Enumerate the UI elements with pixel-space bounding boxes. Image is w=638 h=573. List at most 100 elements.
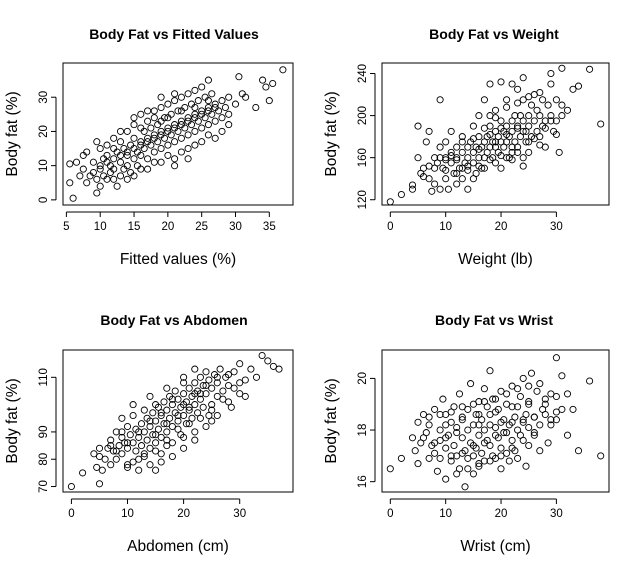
- data-point: [497, 164, 505, 172]
- data-point: [213, 411, 221, 420]
- data-point: [90, 450, 98, 458]
- data-point: [386, 465, 394, 473]
- data-point: [163, 428, 171, 436]
- data-point: [497, 387, 505, 395]
- data-point: [218, 114, 226, 122]
- data-point: [201, 114, 209, 122]
- data-point: [110, 175, 118, 183]
- data-point: [152, 431, 160, 439]
- data-point: [96, 182, 104, 190]
- data-point: [480, 426, 488, 434]
- data-point: [230, 368, 238, 376]
- data-point: [180, 433, 188, 441]
- data-point: [533, 387, 541, 395]
- data-point: [191, 379, 199, 387]
- chart-title: Body Fat vs Abdomen: [100, 312, 247, 328]
- data-point: [475, 460, 483, 468]
- data-point: [242, 93, 250, 101]
- data-point: [547, 117, 555, 125]
- data-point: [112, 428, 120, 436]
- data-point: [469, 400, 477, 408]
- data-point: [164, 100, 172, 108]
- data-point: [123, 463, 132, 471]
- data-point: [185, 384, 193, 392]
- data-point: [184, 90, 192, 98]
- data-point: [230, 384, 238, 392]
- data-point: [458, 413, 466, 421]
- data-point: [211, 103, 219, 112]
- data-point: [188, 414, 196, 422]
- data-point: [79, 151, 87, 159]
- data-point: [442, 421, 450, 429]
- data-point: [177, 107, 185, 115]
- data-point: [100, 155, 108, 163]
- data-point: [558, 112, 566, 120]
- data-point: [123, 439, 132, 447]
- data-points: [386, 64, 605, 206]
- y-axis-label: Body fat (%): [4, 91, 21, 176]
- data-point: [258, 351, 266, 360]
- data-point: [469, 452, 477, 460]
- data-point: [184, 144, 192, 153]
- data-point: [177, 117, 185, 125]
- data-point: [497, 78, 505, 86]
- data-point: [522, 138, 530, 146]
- data-point: [241, 376, 249, 384]
- data-point: [552, 130, 560, 139]
- data-point: [110, 134, 118, 142]
- data-point: [154, 425, 162, 433]
- data-point: [497, 452, 505, 460]
- data-point: [133, 162, 141, 170]
- data-point: [555, 148, 563, 156]
- data-point: [450, 169, 458, 177]
- x-tick-label: 25: [195, 221, 208, 233]
- data-point: [140, 428, 148, 436]
- data-point: [95, 444, 104, 452]
- data-point: [83, 148, 91, 156]
- data-point: [130, 172, 138, 180]
- data-point: [118, 450, 126, 458]
- data-point: [419, 173, 428, 181]
- data-point: [154, 403, 162, 411]
- data-point: [157, 450, 165, 458]
- data-point: [450, 441, 458, 450]
- data-point: [508, 418, 516, 426]
- data-point: [227, 403, 235, 411]
- data-point: [120, 144, 128, 153]
- data-point: [221, 103, 229, 112]
- data-point: [236, 379, 244, 387]
- data-point: [146, 417, 154, 425]
- x-tick-label: 20: [495, 221, 508, 233]
- data-point: [574, 82, 583, 90]
- data-point: [123, 151, 131, 159]
- data-point: [458, 175, 466, 183]
- data-point: [157, 131, 165, 139]
- data-point: [503, 390, 511, 398]
- x-axis-label: Weight (lb): [458, 251, 533, 268]
- data-point: [137, 141, 145, 149]
- data-point: [464, 465, 472, 473]
- data-point: [163, 436, 171, 444]
- data-point: [174, 425, 182, 433]
- data-point: [103, 158, 111, 166]
- data-point: [137, 124, 145, 132]
- data-point: [180, 401, 188, 409]
- data-point: [146, 392, 154, 400]
- data-point: [455, 390, 464, 398]
- data-point: [211, 100, 219, 108]
- data-point: [519, 127, 527, 135]
- data-point: [569, 85, 577, 93]
- data-point: [525, 423, 533, 432]
- data-point: [522, 462, 530, 470]
- data-point: [480, 124, 488, 132]
- data-point: [414, 460, 422, 468]
- x-tick-label: 0: [387, 221, 393, 233]
- data-point: [103, 151, 111, 159]
- data-point: [252, 103, 260, 112]
- data-point: [503, 130, 511, 139]
- data-point: [202, 422, 210, 431]
- data-point: [157, 409, 165, 417]
- data-point: [464, 185, 472, 193]
- chart-title: Body Fat vs Wrist: [435, 312, 553, 328]
- data-point: [469, 441, 477, 450]
